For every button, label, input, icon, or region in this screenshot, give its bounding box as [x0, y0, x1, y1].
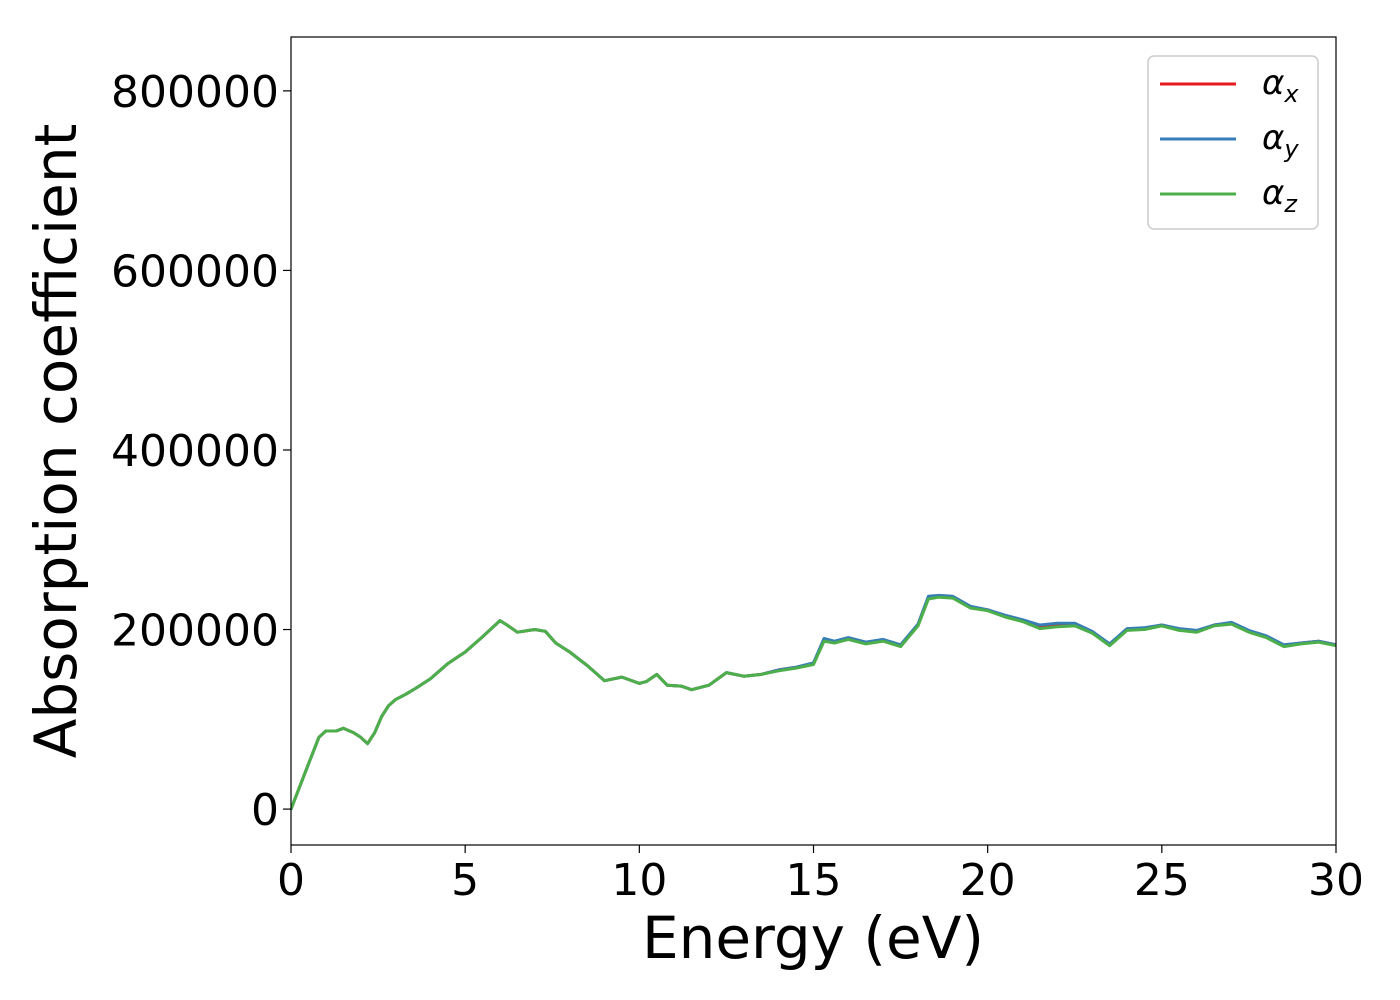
legend-label-subscript: x [1283, 80, 1299, 108]
y-tick-label: 0 [251, 785, 279, 836]
x-tick-label: 10 [611, 855, 667, 906]
y-tick-label: 800000 [111, 67, 279, 118]
legend-label-symbol: α [1262, 63, 1284, 103]
x-axis: 0 5 10 15 20 25 30 [277, 845, 1364, 906]
x-tick-label: 15 [786, 855, 842, 906]
y-tick-label: 600000 [111, 246, 279, 297]
legend-label-symbol: α [1262, 118, 1284, 158]
plot-area [290, 36, 1337, 846]
series-layer [291, 593, 1336, 811]
x-axis-title: Energy (eV) [642, 904, 984, 972]
y-tick-label: 200000 [111, 606, 279, 657]
legend-label-subscript: z [1283, 190, 1298, 218]
x-tick-label: 25 [1134, 855, 1190, 906]
series-line-z [291, 595, 1336, 811]
legend-label-z: αz [1262, 173, 1298, 218]
x-tick-label: 20 [960, 855, 1016, 906]
x-tick-label: 30 [1308, 855, 1364, 906]
x-tick-label: 0 [277, 855, 305, 906]
legend-label-x: αx [1262, 63, 1299, 108]
y-axis-title: Absorption coefficient [22, 124, 90, 759]
y-axis: 0 200000 400000 600000 800000 [111, 67, 291, 836]
legend-label-subscript: y [1283, 135, 1299, 163]
legend-label-symbol: α [1262, 173, 1284, 213]
y-tick-label: 400000 [111, 426, 279, 477]
legend-label-y: αy [1262, 118, 1299, 163]
x-tick-label: 5 [451, 855, 479, 906]
legend-box [1147, 55, 1319, 230]
